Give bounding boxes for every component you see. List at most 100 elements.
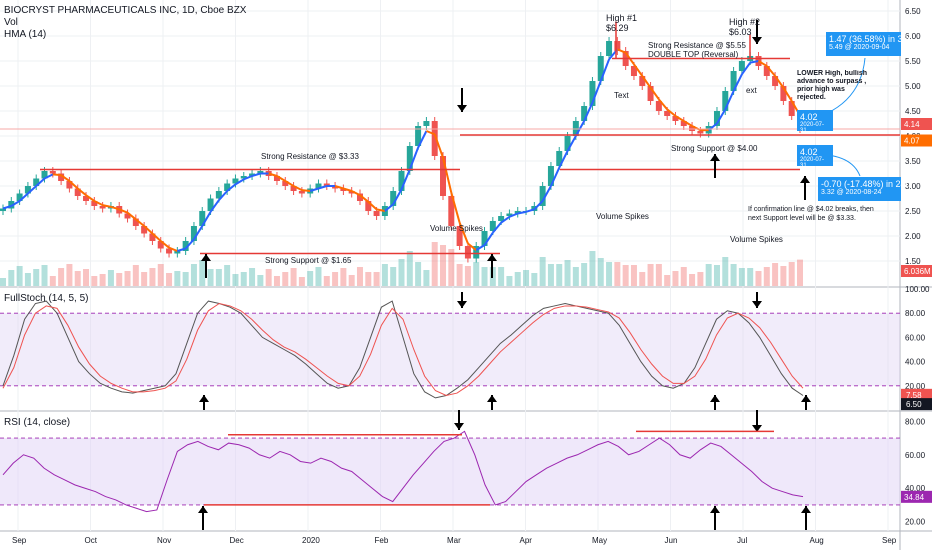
volume-bar [639, 272, 646, 286]
hma-segment [426, 130, 436, 136]
hma-segment [284, 180, 295, 187]
volume-bar [664, 275, 671, 286]
arrow-down-head [752, 37, 762, 44]
candle-body [124, 213, 131, 219]
candle-body [157, 241, 164, 249]
time-tick-label: Sep [12, 536, 27, 545]
volume-bar [423, 270, 430, 286]
volume-bar [141, 272, 148, 286]
volume-bar [473, 262, 480, 286]
candle-body [24, 186, 31, 194]
rsi-tick-label: 80.00 [905, 417, 926, 426]
candle-body [207, 198, 214, 211]
time-tick-label: Feb [375, 536, 389, 545]
volume-bar [614, 262, 621, 286]
hma-segment [35, 177, 46, 187]
hma-segment [683, 120, 693, 127]
volume-bar [747, 268, 754, 286]
volume-bar [738, 268, 745, 286]
hma-segment [151, 232, 162, 242]
candle-body [564, 136, 571, 151]
hma-segment [85, 194, 95, 202]
callout-gain-sub: 5.49 @ 2020-09-04 [829, 44, 890, 51]
volume-bar [24, 273, 31, 286]
hma-segment [126, 211, 137, 221]
price-tick-label: 3.50 [905, 157, 921, 166]
time-tick-label: Dec [230, 536, 244, 545]
stoch-series-d [2, 302, 804, 397]
volume-bar [456, 264, 463, 286]
hma-line [2, 48, 801, 252]
volume-bar [224, 265, 231, 286]
stoch-arrow-up-head [710, 395, 720, 402]
candle-body [730, 71, 737, 91]
volume-bar [116, 273, 123, 286]
volume-bar [448, 249, 455, 286]
hma-segment [566, 135, 577, 152]
stoch-tick-label: 40.00 [905, 358, 926, 367]
volume-bar [581, 263, 588, 286]
volume-bar [107, 270, 114, 286]
volume-bar [249, 268, 256, 286]
hma-segment [351, 190, 361, 197]
rsi-arrow-down-head [752, 425, 762, 432]
rsi-arrow-up-head [710, 506, 720, 513]
rsi-badge-text: 34.84 [904, 493, 925, 502]
hma-segment [218, 190, 228, 201]
callout-loss: -0.70 (-17.48%) in 24d 3.32 @ 2020-08-24 [818, 177, 911, 201]
callout-gain: 1.47 (36.58%) in 35d 5.49 @ 2020-09-04 [826, 32, 913, 56]
stoch-d-badge-text: 7.58 [906, 391, 922, 400]
stoch-arrow-up-head [199, 395, 209, 402]
volume-bar [564, 260, 571, 286]
price-tick-label: 3.00 [905, 182, 921, 191]
candle-body [365, 201, 372, 211]
candle-body [166, 248, 173, 254]
rsi-arrow-down-head [454, 423, 464, 430]
time-tick-label: Aug [810, 536, 824, 545]
candle-body [33, 178, 40, 186]
hma-segment [209, 199, 220, 213]
volume-bar [166, 273, 173, 286]
volume-bar [356, 267, 363, 286]
hma-segment [251, 172, 261, 177]
last-price-badge-text: 4.14 [904, 120, 920, 129]
rsi-band [0, 438, 900, 505]
hma-segment [243, 175, 253, 181]
hma-segment [649, 87, 660, 100]
volume-bar [265, 269, 272, 286]
candle-body [99, 206, 106, 209]
candle-body [298, 191, 305, 194]
hma-segment [77, 187, 87, 196]
stoch-tick-label: 100.00 [905, 285, 930, 294]
volume-bar [415, 262, 422, 286]
rsi-badge [901, 490, 932, 503]
candle-body [680, 121, 687, 126]
candle-body [539, 186, 546, 206]
hma-segment [110, 205, 120, 211]
candle-body [406, 146, 413, 171]
candle-body [315, 183, 322, 189]
volume-bar [348, 275, 355, 286]
hma-segment [475, 244, 486, 252]
stoch-tick-label: 80.00 [905, 309, 926, 318]
volume-bar [655, 264, 662, 286]
hma-segment [458, 222, 469, 244]
candle-body [415, 126, 422, 146]
candle-body [597, 56, 604, 81]
hma-segment [309, 187, 319, 192]
price-tick-label: 6.00 [905, 32, 921, 41]
hma-segment [533, 200, 544, 211]
volume-bar [273, 276, 280, 286]
candle-body [323, 183, 330, 186]
candle-body [738, 61, 745, 71]
volume-bar [531, 273, 538, 286]
price-tick-label: 1.50 [905, 257, 921, 266]
candle-body [0, 208, 6, 211]
stoch-arrow-up-head [801, 395, 811, 402]
volume-bar [689, 274, 696, 286]
candle-body [722, 91, 729, 111]
price-tick-label: 6.50 [905, 7, 921, 16]
time-tick-label: Jul [737, 536, 747, 545]
volume-bar [8, 270, 15, 286]
